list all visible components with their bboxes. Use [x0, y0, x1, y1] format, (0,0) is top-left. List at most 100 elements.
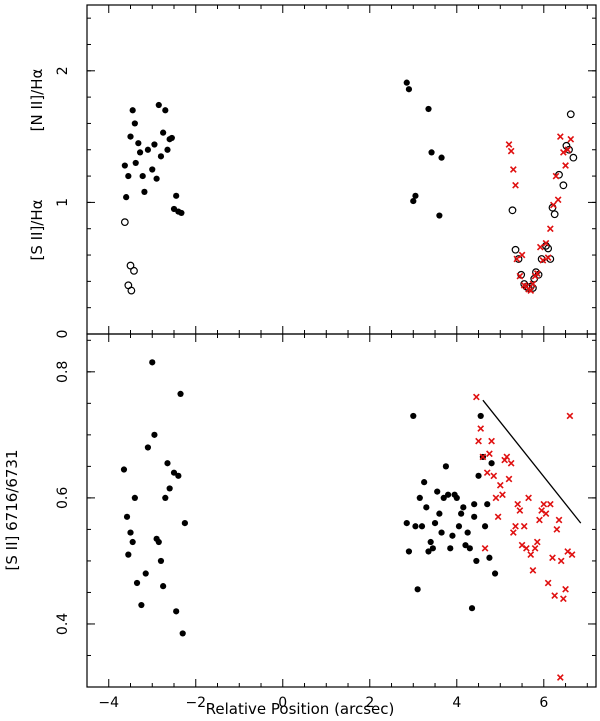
data-point-x-stroke	[536, 516, 543, 524]
data-point-x	[564, 146, 572, 154]
data-point-x	[481, 544, 489, 552]
data-point-filled	[127, 133, 134, 140]
data-point-filled	[149, 166, 156, 173]
data-point-open	[566, 110, 575, 119]
data-point-open	[550, 210, 559, 219]
data-point-open	[514, 255, 523, 263]
data-point-x	[509, 166, 517, 173]
data-point-x	[555, 516, 563, 524]
data-point-x-stroke	[503, 453, 511, 461]
data-point-x-stroke	[554, 196, 562, 204]
data-point-x	[533, 270, 541, 277]
data-point-filled	[471, 513, 478, 520]
data-point-x	[550, 201, 557, 209]
data-point-x	[556, 674, 564, 681]
data-point-filled	[438, 529, 445, 536]
data-point-filled	[125, 551, 132, 558]
data-point-x	[479, 453, 487, 461]
data-point-x-stroke	[490, 472, 498, 480]
y-tick-label: 0.6	[55, 487, 71, 509]
data-point-x-stroke	[516, 272, 524, 280]
data-point-filled	[475, 472, 482, 479]
data-point-filled	[425, 548, 432, 555]
data-point-x-stroke	[553, 526, 561, 533]
data-point-filled	[458, 510, 465, 517]
data-point-x-stroke	[557, 557, 565, 565]
data-point-x-stroke	[539, 256, 547, 264]
data-point-filled	[160, 583, 167, 590]
data-point-filled	[460, 504, 467, 511]
data-point-filled	[178, 209, 185, 217]
data-point-x	[518, 251, 526, 259]
data-point-filled	[444, 491, 452, 498]
x-axis-label: Relative Position (arcsec)	[206, 700, 395, 718]
data-point-filled	[162, 494, 169, 501]
data-point-x	[523, 544, 530, 552]
data-point-x	[488, 437, 495, 445]
data-point-x	[544, 254, 552, 262]
data-point-filled	[488, 460, 495, 467]
data-point-filled	[160, 129, 167, 136]
data-point-x	[499, 491, 506, 499]
data-point-filled	[151, 141, 158, 148]
data-point-x-stroke	[513, 255, 521, 263]
data-point-x	[516, 272, 524, 280]
data-point-filled	[131, 120, 138, 127]
data-point-x-stroke	[518, 541, 526, 549]
data-point-filled	[416, 494, 423, 501]
data-point-x	[514, 500, 522, 508]
data-point-filled	[181, 520, 188, 527]
data-point-x-stroke	[560, 595, 567, 603]
data-point-filled	[403, 79, 410, 86]
data-point-x-stroke	[533, 538, 541, 546]
data-point-open	[130, 266, 138, 275]
data-point-x-stroke	[549, 554, 556, 562]
data-point-x	[533, 538, 541, 546]
data-point-x-stroke	[556, 133, 564, 140]
data-point-x-stroke	[546, 225, 554, 233]
data-point-x-stroke	[562, 585, 569, 593]
data-point-x	[507, 459, 515, 467]
data-point-filled	[410, 412, 417, 420]
data-point-open	[508, 206, 517, 215]
data-point-filled	[464, 529, 471, 536]
data-point-x	[568, 551, 576, 558]
data-point-x	[527, 551, 535, 558]
data-point-filled	[121, 162, 128, 169]
data-point-x	[509, 529, 517, 536]
data-point-x-stroke	[518, 251, 526, 259]
data-point-x-stroke	[555, 516, 563, 524]
data-point-x-stroke	[552, 172, 560, 180]
data-point-filled	[177, 390, 184, 397]
data-point-x	[490, 472, 498, 480]
data-point-x-stroke	[486, 450, 493, 458]
bottom-ylabel: [S II] 6716/6731	[3, 449, 21, 570]
data-point-x	[556, 133, 564, 140]
data-point-filled	[491, 570, 499, 577]
data-point-x	[520, 522, 528, 530]
data-point-filled	[179, 630, 186, 637]
data-point-filled	[127, 529, 134, 536]
data-point-filled	[123, 194, 130, 201]
data-point-open	[120, 218, 129, 227]
data-point-x-stroke	[542, 239, 550, 247]
data-point-filled	[138, 601, 145, 609]
data-point-open	[559, 181, 568, 190]
data-point-x-stroke	[514, 500, 522, 508]
data-point-x	[560, 595, 567, 603]
data-point-x-stroke	[562, 162, 569, 169]
data-point-x	[560, 149, 567, 156]
y-tick-label: 2	[55, 66, 71, 75]
data-point-x-stroke	[550, 201, 557, 209]
data-point-x-stroke	[492, 494, 500, 502]
data-point-filled	[405, 86, 413, 93]
data-point-filled	[155, 101, 162, 109]
data-point-x	[472, 393, 480, 401]
data-point-x-stroke	[551, 592, 559, 599]
data-point-filled	[139, 172, 146, 180]
data-point-filled	[438, 154, 445, 161]
data-point-x-stroke	[567, 135, 575, 143]
data-point-filled	[447, 545, 454, 552]
data-point-x	[525, 494, 532, 502]
